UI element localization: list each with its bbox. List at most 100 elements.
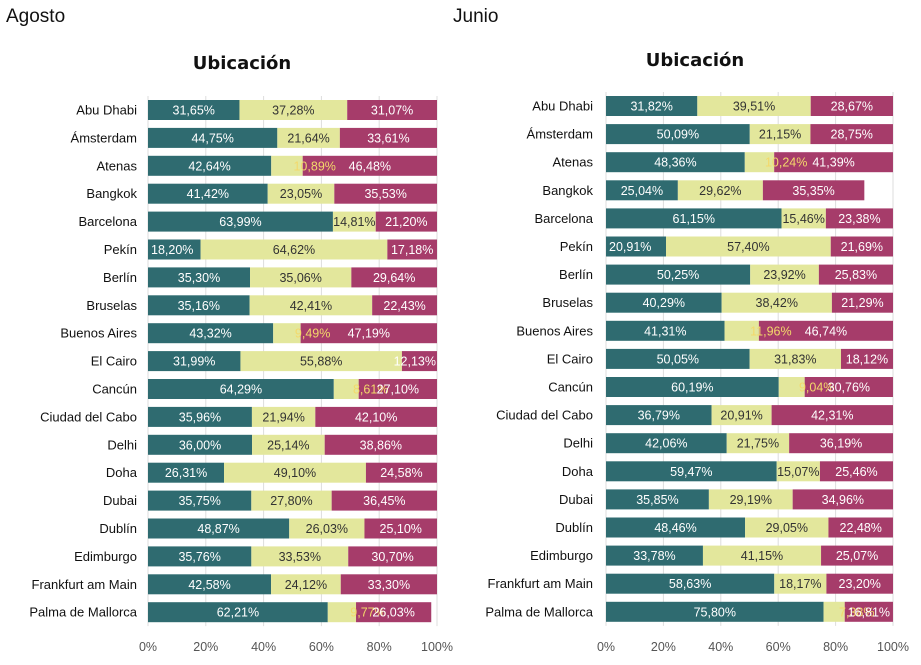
data-label: 20,91% — [720, 409, 762, 423]
bar-segment — [324, 434, 437, 455]
category-label: Ámsterdam — [71, 130, 137, 145]
data-label: 38,42% — [756, 296, 798, 310]
data-label: 27,10% — [377, 383, 419, 397]
bar-segment — [606, 461, 777, 482]
category-label: Buenos Aires — [60, 326, 137, 341]
bar-segment — [358, 379, 437, 399]
bar-segment — [721, 292, 832, 313]
category-label: Pekín — [560, 239, 593, 254]
bar-segment — [749, 124, 811, 145]
bar-segment — [776, 461, 820, 482]
bar-segment — [750, 264, 819, 285]
bar-segment — [749, 348, 841, 369]
category-label: Bangkok — [542, 183, 593, 198]
bar-segment — [826, 573, 893, 594]
data-label: 42,31% — [811, 409, 853, 423]
bar-segment — [744, 152, 775, 173]
data-label: 44,75% — [191, 131, 233, 145]
bar-segment — [606, 208, 782, 229]
bar-segment — [606, 124, 750, 145]
bar-segment — [831, 292, 893, 313]
chart-title: Ubicación — [193, 53, 292, 74]
data-label: 12,13% — [394, 355, 436, 369]
bar-segment — [666, 236, 831, 257]
x-tick-label: 80% — [367, 640, 392, 654]
bar-segment — [606, 601, 824, 622]
data-label: 62,21% — [217, 606, 259, 620]
bar-segment — [778, 377, 805, 397]
data-label: 28,75% — [831, 128, 873, 142]
bar-segment — [606, 377, 779, 397]
bar-segment — [148, 183, 268, 204]
data-label: 57,40% — [727, 240, 769, 254]
category-label: Frankfurt am Main — [32, 577, 137, 592]
data-label: 7,38% — [839, 605, 874, 619]
data-label: 36,79% — [638, 409, 680, 423]
data-label: 64,62% — [273, 243, 315, 257]
bar-segment — [148, 127, 278, 148]
bar-segment — [271, 155, 303, 176]
bar-segment — [606, 573, 775, 594]
bar-segment — [315, 406, 437, 427]
data-label: 46,74% — [805, 324, 847, 338]
bar-segment — [781, 208, 826, 229]
bar-segment — [606, 545, 703, 566]
category-label: Ciudad del Cabo — [40, 409, 137, 424]
data-label: 60,19% — [671, 381, 713, 395]
bar-segment — [148, 518, 290, 539]
data-label: 64,29% — [220, 383, 262, 397]
data-label: 41,42% — [187, 187, 229, 201]
bar-segment — [745, 517, 829, 538]
bar-segment — [840, 348, 893, 369]
x-tick-label: 0% — [597, 640, 615, 654]
bar-segment — [606, 405, 712, 426]
data-label: 55,88% — [300, 355, 342, 369]
data-label: 35,75% — [178, 494, 220, 508]
data-label: 29,19% — [730, 493, 772, 507]
data-label: 33,53% — [279, 550, 321, 564]
data-label: 59,47% — [670, 465, 712, 479]
data-label: 11,96% — [750, 324, 791, 338]
category-label: El Cairo — [547, 351, 593, 366]
data-label: 21,64% — [287, 131, 329, 145]
bar-segment — [774, 152, 893, 173]
bar-segment — [148, 323, 274, 344]
data-label: 48,46% — [654, 521, 696, 535]
data-label: 18,12% — [846, 352, 888, 366]
bar-segment — [792, 489, 893, 510]
bar-segment — [200, 239, 388, 260]
data-label: 41,39% — [812, 156, 854, 170]
bar-segment — [239, 100, 348, 120]
category-label: Atenas — [97, 158, 138, 173]
data-label: 61,15% — [673, 212, 715, 226]
data-label: 48,87% — [197, 522, 239, 536]
data-label: 15,07% — [777, 465, 819, 479]
bar-segment — [148, 100, 240, 120]
bar-segment — [148, 351, 241, 372]
bar-segment — [821, 545, 893, 566]
data-label: 48,36% — [654, 156, 696, 170]
bar-segment — [364, 518, 437, 539]
data-label: 10,24% — [765, 156, 807, 170]
data-label: 10,89% — [293, 159, 335, 173]
data-label: 22,48% — [840, 521, 882, 535]
bar-segment — [148, 155, 272, 176]
data-label: 39,51% — [733, 100, 775, 114]
data-label: 42,58% — [188, 578, 230, 592]
bar-segment — [819, 461, 893, 482]
category-label: Edimburgo — [530, 548, 593, 563]
bar-segment — [289, 518, 365, 539]
category-label: Delhi — [563, 436, 593, 451]
category-label: Frankfurt am Main — [488, 576, 593, 591]
data-label: 21,75% — [737, 437, 779, 451]
data-label: 15,46% — [782, 212, 824, 226]
data-label: 23,20% — [839, 577, 881, 591]
data-label: 21,29% — [841, 296, 883, 310]
category-label: Delhi — [107, 437, 137, 452]
data-label: 58,63% — [669, 577, 711, 591]
bar-segment — [148, 239, 201, 260]
data-label: 26,03% — [306, 522, 348, 536]
data-label: 21,15% — [759, 128, 801, 142]
bar-segment — [148, 602, 328, 623]
data-label: 22,43% — [383, 299, 425, 313]
